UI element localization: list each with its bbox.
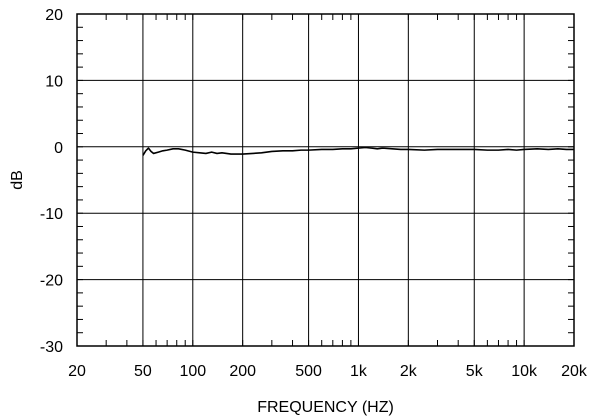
y-tick-label: -30 bbox=[40, 339, 63, 356]
plot-frame bbox=[76, 13, 575, 347]
x-axis-label: FREQUENCY (HZ) bbox=[257, 399, 394, 416]
y-tick-label: -20 bbox=[40, 273, 63, 290]
x-tick-label: 200 bbox=[229, 363, 256, 380]
series-line bbox=[142, 146, 574, 156]
minor-tick-marks bbox=[76, 13, 575, 347]
x-tick-label: 20 bbox=[68, 363, 86, 380]
series-group bbox=[142, 146, 574, 156]
x-tick-label: 2k bbox=[400, 363, 418, 380]
y-tick-label: 10 bbox=[45, 73, 63, 90]
y-tick-label: -10 bbox=[40, 206, 63, 223]
y-tick-label: 0 bbox=[54, 140, 63, 157]
y-tick-label: 20 bbox=[45, 7, 63, 24]
x-tick-label: 50 bbox=[134, 363, 152, 380]
y-axis-label: dB bbox=[9, 170, 26, 190]
x-tick-label: 500 bbox=[295, 363, 322, 380]
x-tick-label: 5k bbox=[466, 363, 484, 380]
y-tick-labels: 20 10 0 -10 -20 -30 bbox=[40, 7, 63, 356]
x-tick-labels: 20 50 100 200 500 1k 2k 5k 10k 20k bbox=[68, 363, 588, 380]
x-tick-label: 1k bbox=[350, 363, 368, 380]
x-tick-label: 100 bbox=[179, 363, 206, 380]
x-tick-label: 10k bbox=[511, 363, 538, 380]
x-tick-label: 20k bbox=[561, 363, 588, 380]
grid-lines bbox=[77, 14, 574, 346]
